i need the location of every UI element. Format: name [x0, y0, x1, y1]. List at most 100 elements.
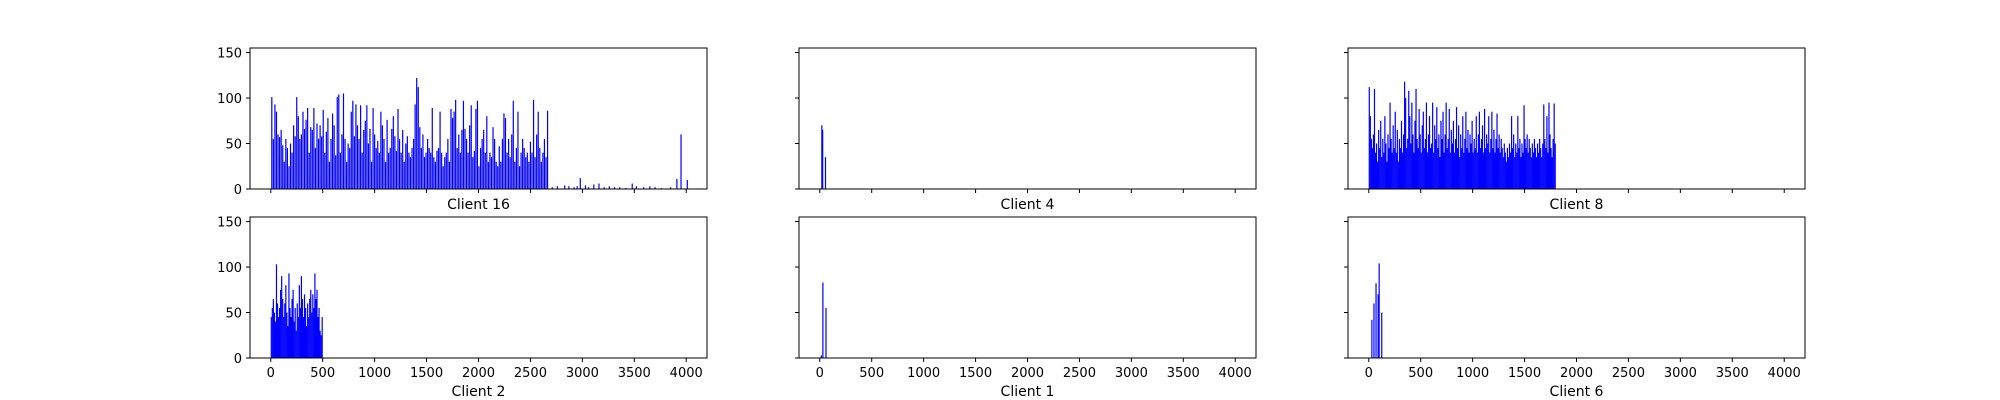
bar-19	[1388, 148, 1390, 189]
bar-180	[564, 185, 566, 189]
bar-168	[1543, 104, 1545, 189]
bar-82	[1453, 152, 1456, 189]
subplot-4: 0 500 1000 1500 2000 2500 3000 3500 4000 0 50 100 15…	[217, 216, 708, 400]
bar-165	[1540, 148, 1542, 189]
bar-171	[1546, 116, 1548, 189]
bar-51	[1421, 125, 1423, 189]
bar-92	[414, 104, 416, 189]
bar-146	[1520, 157, 1522, 189]
bar-90	[411, 148, 413, 189]
bar-37	[309, 298, 311, 358]
bar-131	[475, 108, 477, 189]
bar-179	[556, 186, 559, 189]
bar-39	[311, 312, 313, 358]
bar-13	[284, 303, 286, 358]
bar-21	[303, 128, 306, 189]
bar-178	[551, 187, 553, 189]
x-tick-label: 3500	[1167, 366, 1200, 381]
bar-19	[300, 134, 303, 189]
bar-27	[298, 285, 300, 358]
bar-195	[635, 186, 637, 189]
bar-28	[1397, 161, 1399, 189]
bar-164	[526, 152, 528, 189]
bar-136	[1509, 152, 1512, 189]
bar-91	[412, 138, 415, 189]
bar-78	[1449, 152, 1451, 189]
bar-91	[1463, 152, 1465, 189]
bar-53	[1423, 148, 1425, 189]
x-tick-label: 3000	[1664, 366, 1697, 381]
bar-154	[511, 134, 513, 189]
bar-27	[1396, 129, 1398, 189]
bar-15	[1384, 116, 1386, 189]
bar-151	[506, 152, 508, 189]
bar-85	[403, 161, 405, 189]
bar-203	[686, 179, 688, 189]
bar-54	[1424, 138, 1426, 189]
bar-47	[344, 138, 346, 189]
bar-52	[352, 100, 354, 189]
bar-8	[283, 161, 285, 189]
bar-47	[319, 330, 321, 358]
bar-153	[509, 157, 511, 189]
bar-116	[451, 118, 454, 189]
bar-2	[824, 157, 827, 189]
bar-123	[1496, 113, 1498, 189]
bar-23	[1392, 125, 1394, 189]
y-tick-label: 50	[225, 307, 242, 322]
bar-22	[1391, 152, 1393, 189]
bar-94	[1466, 148, 1468, 189]
bar-49	[1419, 134, 1421, 189]
bar-104	[1476, 152, 1478, 189]
bar-7	[282, 145, 284, 189]
bar-138	[1512, 148, 1514, 189]
bar-16	[296, 97, 298, 189]
x-tick-label: 2000	[462, 366, 495, 381]
bar-40	[312, 294, 314, 358]
bar-153	[1527, 152, 1529, 189]
bar-201	[676, 178, 678, 189]
bar-35	[1405, 98, 1407, 189]
bar-145	[497, 166, 499, 189]
bar-149	[1523, 105, 1525, 189]
bar-151	[1525, 148, 1527, 189]
bar-86	[1458, 125, 1460, 189]
bar-125	[1498, 134, 1500, 189]
bar-161	[522, 138, 524, 189]
bar-181	[568, 186, 570, 189]
axes-frame	[798, 47, 1257, 190]
bar-86	[405, 143, 407, 189]
bar-93	[416, 78, 418, 189]
bar-22	[305, 119, 307, 189]
bar-93	[1465, 111, 1467, 189]
bar-172	[1547, 152, 1549, 189]
bar-38	[330, 138, 332, 189]
bar-28	[314, 148, 317, 189]
bar-66	[374, 134, 376, 189]
bar-106	[1478, 111, 1480, 189]
bar-49	[347, 143, 349, 189]
bar-115	[450, 108, 452, 189]
bar-10	[286, 148, 288, 189]
bar-79	[394, 136, 396, 189]
bar-22	[293, 321, 295, 358]
bar-5	[279, 137, 281, 189]
bar-128	[1501, 148, 1503, 189]
bar-124	[1497, 148, 1499, 189]
bar-32	[303, 294, 306, 358]
bar-176	[545, 157, 547, 189]
bar-184	[579, 178, 581, 189]
bar-1	[272, 138, 274, 189]
bar-0	[1371, 319, 1373, 358]
x-axis-label: Client 16	[447, 197, 510, 213]
bar-4	[1372, 134, 1375, 189]
bar-163	[1537, 152, 1540, 189]
bar-77	[391, 128, 393, 189]
bar-9	[1378, 129, 1380, 189]
y-tick-label: 0	[234, 352, 242, 367]
y-tick-label: 0	[234, 183, 242, 198]
bar-128	[470, 105, 472, 189]
x-tick-label: 3500	[618, 366, 651, 381]
bar-36	[308, 317, 310, 358]
bar-183	[576, 186, 578, 189]
